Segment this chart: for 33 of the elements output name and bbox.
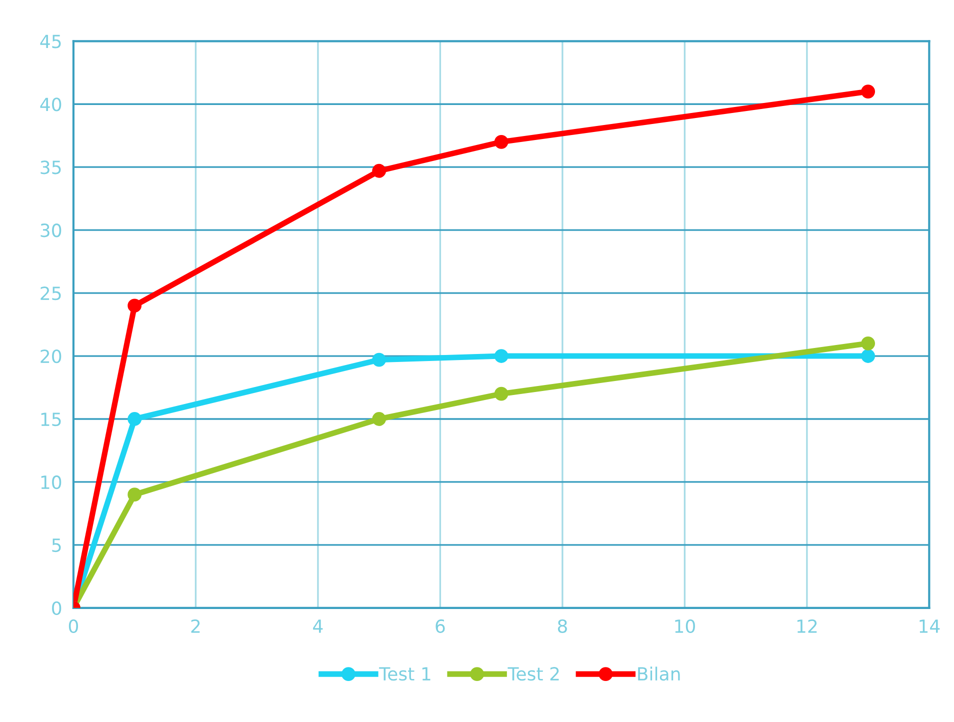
point [128, 412, 142, 426]
y-tick-label: 15 [41, 412, 61, 426]
x-tick-label: 2 [191, 619, 200, 633]
point [128, 298, 142, 313]
point [861, 336, 876, 350]
y-tick-label: 20 [40, 349, 62, 364]
x-tick-label: 0 [68, 619, 78, 634]
x-tick-label: 12 [797, 619, 817, 633]
x-tick-label: 8 [558, 619, 567, 634]
legend-label: Test 2 [508, 667, 559, 681]
y-tick-label: 40 [40, 98, 62, 112]
legend-label: Test 1 [379, 667, 430, 681]
legend-label: Bilan [638, 666, 680, 681]
point [494, 134, 508, 149]
y-tick-label: 0 [52, 601, 62, 616]
x-tick-label: 6 [436, 619, 445, 634]
x-tick-label: 4 [313, 620, 323, 633]
point [861, 84, 876, 98]
point [128, 488, 142, 502]
y-tick-label: 30 [40, 224, 62, 238]
point [372, 352, 386, 367]
y-tick-label: 35 [40, 160, 61, 174]
y-tick-label: 45 [40, 34, 61, 48]
y-tick-label: 25 [40, 286, 61, 300]
y-tick-label: 10 [41, 475, 62, 490]
point [494, 386, 508, 401]
x-tick-label: 14 [920, 620, 940, 633]
point [372, 164, 386, 178]
point [494, 349, 508, 363]
x-tick-label: 10 [675, 619, 695, 634]
y-tick-label: 5 [52, 538, 61, 552]
point [372, 412, 386, 426]
point [861, 349, 876, 363]
